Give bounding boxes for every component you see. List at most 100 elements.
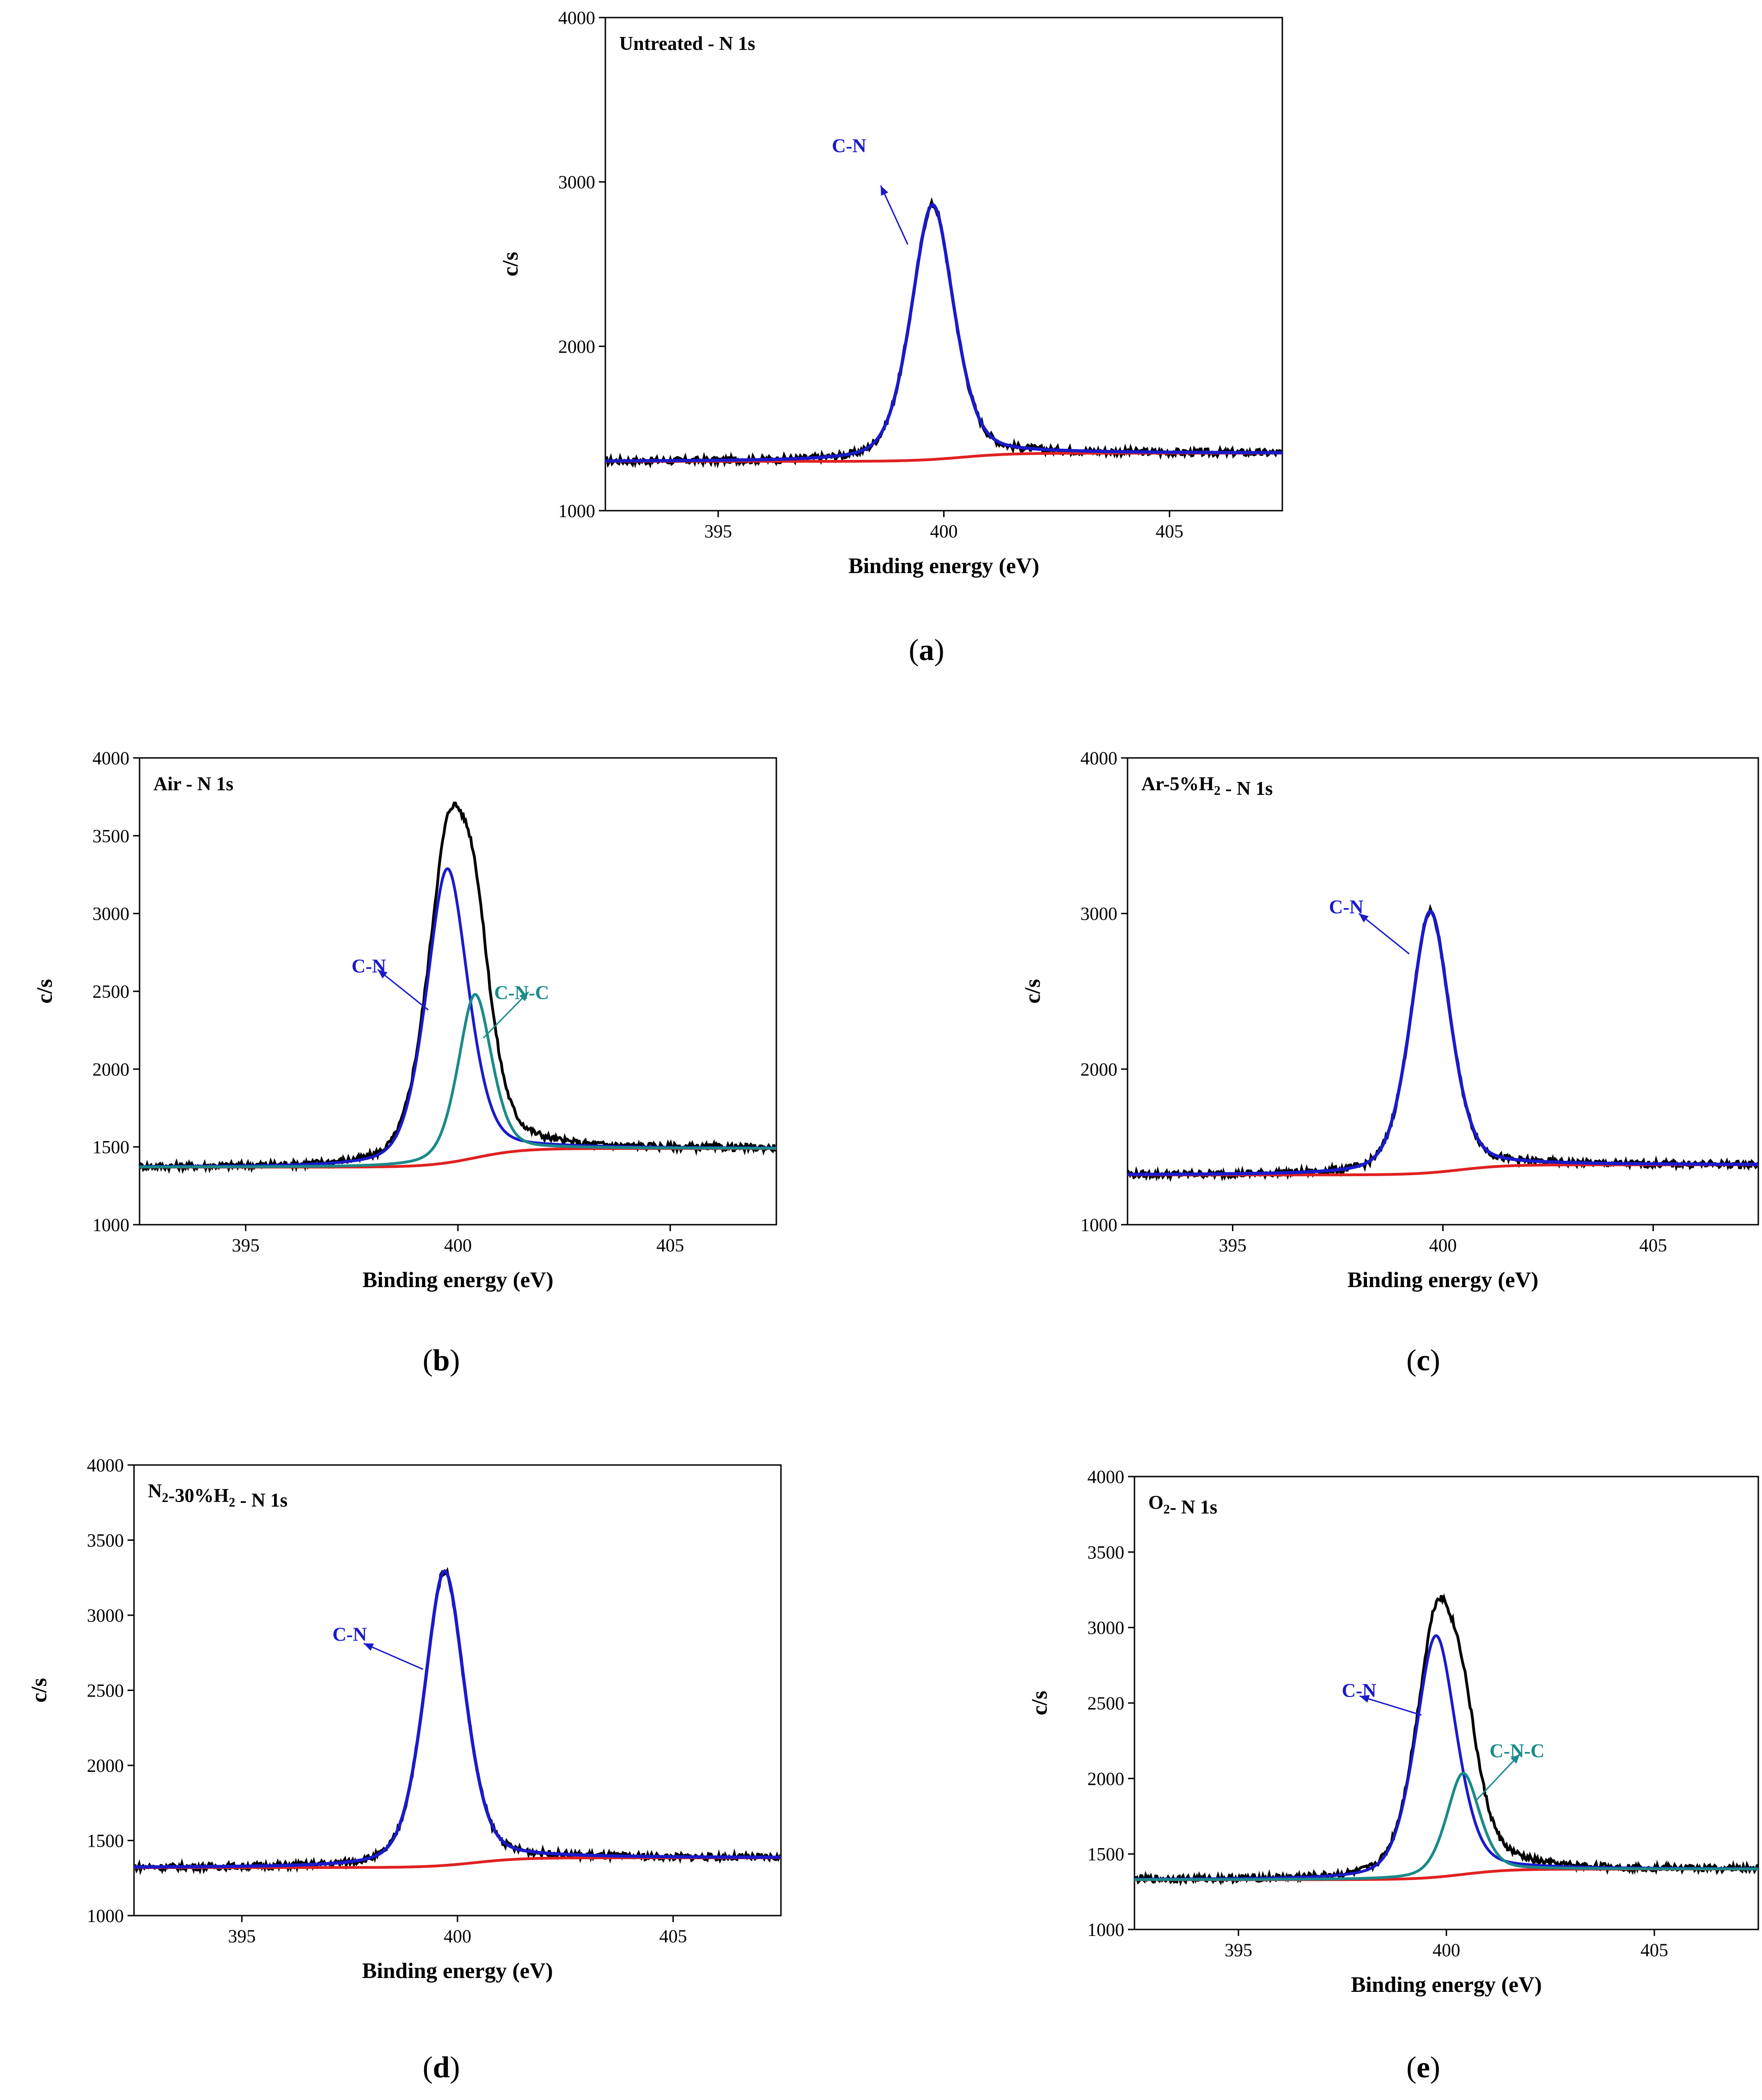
y-tick-label: 4000 bbox=[92, 748, 129, 769]
x-axis-label: Binding energy (eV) bbox=[1347, 1268, 1538, 1292]
y-tick-label: 3000 bbox=[558, 172, 595, 193]
panel-title: O2- N 1s bbox=[1148, 1492, 1217, 1518]
annotation-arrow bbox=[1359, 1695, 1422, 1716]
chart-panel-c: 395 400 405 1000 2000 3000 4000 Binding energy … bbox=[1020, 748, 1759, 1377]
series-measured bbox=[1134, 1593, 1758, 1886]
y-tick-label: 3500 bbox=[92, 825, 129, 846]
x-axis-label: Binding energy (eV) bbox=[362, 1268, 553, 1292]
panel-caption: (d) bbox=[423, 2051, 460, 2084]
y-tick-label: 3000 bbox=[92, 903, 129, 924]
annotation-arrowhead bbox=[1359, 913, 1369, 922]
x-tick-label: 405 bbox=[1156, 521, 1183, 542]
x-tick-label: 405 bbox=[1640, 1235, 1667, 1256]
annotation-arrow bbox=[483, 991, 530, 1039]
x-axis-label: Binding energy (eV) bbox=[1351, 1972, 1542, 1997]
y-axis-label: c/s bbox=[1020, 979, 1045, 1003]
y-tick-label: 3500 bbox=[87, 1530, 124, 1551]
x-tick-label: 405 bbox=[1640, 1940, 1668, 1960]
y-tick-label: 1000 bbox=[92, 1215, 129, 1235]
y-axis-label: c/s bbox=[32, 979, 57, 1003]
annotation-c-n: C-N bbox=[1329, 897, 1364, 918]
x-tick-label: 400 bbox=[1433, 1940, 1460, 1960]
annotation-arrowhead bbox=[378, 970, 388, 979]
panel-title: Untreated - N 1s bbox=[619, 33, 755, 55]
annotation-arrowhead bbox=[519, 992, 529, 1001]
y-tick-label: 4000 bbox=[1087, 1466, 1124, 1487]
series-c-n-component bbox=[1134, 1634, 1758, 1881]
annotation-arrow bbox=[363, 1642, 423, 1670]
plot-frame bbox=[139, 757, 777, 1226]
panel-caption: (b) bbox=[423, 1343, 460, 1377]
y-tick-label: 2500 bbox=[92, 981, 129, 1002]
y-tick-label: 3000 bbox=[1087, 1618, 1124, 1638]
y-axis-label: c/s bbox=[498, 252, 523, 276]
annotation-c-n: C-N bbox=[1342, 1680, 1377, 1702]
annotation-arrowhead bbox=[364, 1643, 374, 1651]
series-measured bbox=[140, 801, 776, 1174]
series-fit bbox=[605, 203, 1282, 463]
panel-caption: (e) bbox=[1406, 2051, 1440, 2084]
x-tick-label: 400 bbox=[444, 1235, 472, 1256]
panel-title: Ar-5%H2 - N 1s bbox=[1141, 774, 1273, 800]
x-tick-label: 395 bbox=[704, 521, 732, 542]
x-tick-label: 405 bbox=[656, 1235, 684, 1256]
y-axis-label: c/s bbox=[27, 1678, 51, 1703]
y-tick-label: 1000 bbox=[87, 1905, 124, 1926]
plot-frame bbox=[1127, 757, 1759, 1226]
panel-title: Air - N 1s bbox=[153, 774, 233, 795]
x-tick-label: 400 bbox=[1429, 1235, 1457, 1256]
y-tick-label: 2000 bbox=[558, 336, 595, 357]
panel-caption: (c) bbox=[1406, 1343, 1440, 1377]
x-tick-label: 395 bbox=[232, 1235, 260, 1256]
y-tick-label: 2500 bbox=[1087, 1693, 1124, 1714]
chart-panel-e: 395 400 405 1000 1500 2000 2500 3000 3500 4000 Bin… bbox=[1027, 1466, 1759, 2084]
annotation-arrow bbox=[377, 969, 429, 1011]
y-tick-label: 1500 bbox=[87, 1831, 124, 1851]
annotation-arrowhead bbox=[1510, 1754, 1520, 1764]
annotation-c-n: C-N bbox=[332, 1624, 367, 1645]
chart-panel-b: 395 400 405 1000 1500 2000 2500 3000 3500 4000 Bin… bbox=[32, 748, 777, 1377]
y-tick-label: 3000 bbox=[87, 1605, 124, 1626]
x-tick-label: 395 bbox=[1225, 1940, 1252, 1960]
plot-frame bbox=[133, 1464, 782, 1917]
y-tick-label: 2000 bbox=[1087, 1768, 1124, 1789]
y-tick-label: 4000 bbox=[87, 1455, 124, 1476]
y-tick-label: 4000 bbox=[558, 7, 595, 28]
x-axis-label: Binding energy (eV) bbox=[362, 1959, 553, 1983]
y-tick-label: 1500 bbox=[92, 1137, 129, 1158]
y-tick-label: 4000 bbox=[1080, 748, 1117, 769]
y-tick-label: 2500 bbox=[87, 1680, 124, 1701]
y-tick-label: 2000 bbox=[1080, 1059, 1117, 1080]
annotation-arrowhead bbox=[1360, 1695, 1370, 1703]
y-axis-label: c/s bbox=[1027, 1691, 1052, 1715]
series-c-n-c-component bbox=[140, 993, 776, 1168]
y-tick-label: 1000 bbox=[1087, 1919, 1124, 1940]
y-tick-label: 1000 bbox=[558, 501, 595, 521]
series-measured bbox=[134, 1567, 781, 1875]
annotation-arrowhead bbox=[880, 185, 889, 196]
series-fit bbox=[134, 1569, 781, 1869]
x-tick-label: 395 bbox=[228, 1926, 256, 1947]
y-tick-label: 2000 bbox=[92, 1059, 129, 1080]
plot-frame bbox=[1134, 1476, 1759, 1930]
annotation-c-n: C-N bbox=[832, 136, 866, 157]
annotation-arrow bbox=[1358, 913, 1410, 955]
plot-frame bbox=[604, 17, 1283, 512]
y-tick-label: 3500 bbox=[1087, 1542, 1124, 1563]
x-tick-label: 400 bbox=[930, 521, 958, 542]
x-axis-label: Binding energy (eV) bbox=[848, 554, 1039, 578]
x-tick-label: 400 bbox=[444, 1926, 471, 1947]
annotation-arrow bbox=[1475, 1753, 1521, 1802]
y-tick-label: 3000 bbox=[1080, 903, 1117, 924]
series-c-n-c-component bbox=[1134, 1771, 1758, 1881]
annotation-c-n-c: C-N-C bbox=[494, 983, 549, 1004]
panel-caption: (a) bbox=[909, 633, 945, 667]
chart-panel-d: 395 400 405 1000 1500 2000 2500 3000 3500 4000 Bin… bbox=[27, 1455, 782, 2084]
y-tick-label: 1000 bbox=[1080, 1215, 1117, 1235]
y-tick-label: 1500 bbox=[1087, 1844, 1124, 1865]
series-c-n-component bbox=[140, 867, 776, 1168]
x-tick-label: 395 bbox=[1219, 1235, 1247, 1256]
panel-title: N2-30%H2 - N 1s bbox=[148, 1481, 287, 1511]
annotation-arrow bbox=[880, 185, 908, 245]
